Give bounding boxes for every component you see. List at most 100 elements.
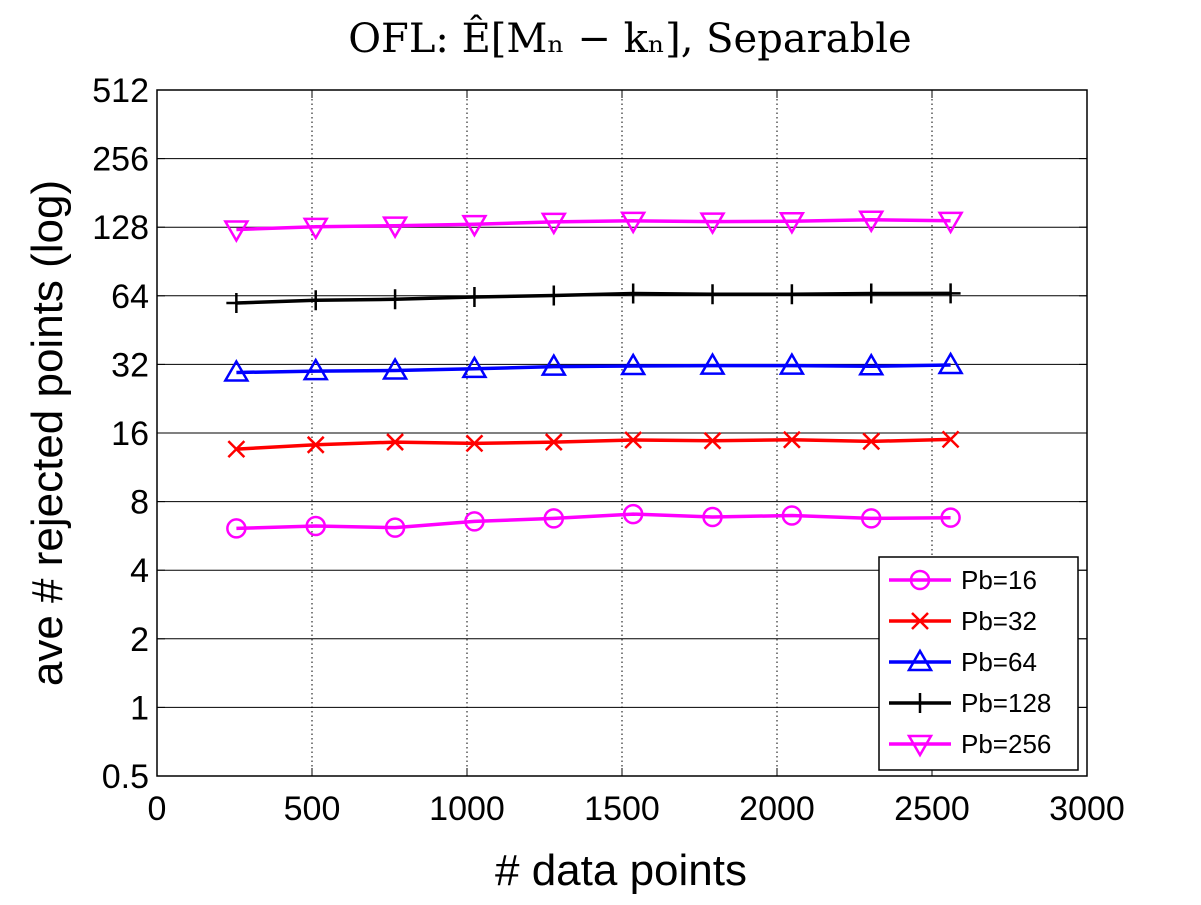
data-point: [386, 433, 404, 451]
x-tick-label: 0: [148, 790, 167, 828]
legend-marker: [911, 612, 929, 630]
data-point: [624, 431, 643, 449]
data-point: [385, 289, 406, 310]
y-axis-label: ave # rejected points (log): [23, 180, 72, 686]
legend-item-pb-256: Pb=256: [889, 729, 1051, 759]
x-axis-label: # data points: [495, 846, 747, 895]
y-tick-label: 2: [130, 621, 149, 659]
data-point: [778, 352, 806, 375]
series-pb-256: [223, 210, 964, 244]
data-point: [223, 220, 250, 244]
y-tick-label: 64: [111, 278, 149, 316]
legend-label: Pb=64: [961, 647, 1037, 677]
legend-item-pb-32: Pb=32: [889, 606, 1037, 636]
data-point: [941, 430, 960, 449]
data-point: [543, 285, 564, 306]
legend-marker: [909, 569, 931, 591]
data-point: [461, 214, 488, 238]
data-point: [937, 211, 964, 235]
data-point: [860, 508, 882, 529]
legend-label: Pb=128: [961, 688, 1051, 718]
legend-label: Pb=256: [961, 729, 1051, 759]
data-point: [862, 432, 881, 451]
y-tick-label: 8: [130, 484, 149, 522]
data-point: [781, 505, 803, 526]
data-point: [543, 508, 565, 529]
x-tick-label: 2500: [894, 790, 970, 828]
y-tick-label: 4: [130, 552, 149, 590]
data-point: [622, 503, 644, 525]
data-point: [227, 440, 246, 458]
data-point: [226, 518, 247, 539]
y-tick-label: 256: [92, 141, 149, 179]
data-point: [305, 290, 326, 311]
data-point: [540, 353, 567, 376]
data-point: [937, 351, 964, 375]
data-point: [940, 283, 961, 304]
series-pb-128: [226, 283, 961, 314]
data-point: [703, 431, 722, 450]
series-line: [236, 291, 951, 305]
x-tick-label: 1500: [584, 790, 660, 828]
data-point: [306, 435, 325, 454]
data-point: [461, 355, 488, 379]
data-point: [778, 211, 806, 235]
series-pb-32: [227, 430, 960, 458]
data-point: [619, 211, 647, 235]
data-point: [464, 511, 485, 532]
y-tick-label: 128: [92, 209, 149, 247]
legend-marker: [906, 648, 934, 672]
legend-item-pb-16: Pb=16: [889, 565, 1037, 595]
series-line: [236, 437, 951, 451]
data-point: [465, 434, 484, 453]
data-point: [858, 352, 885, 376]
data-point: [302, 217, 329, 241]
data-point: [305, 515, 326, 537]
series-pb-64: [223, 351, 964, 382]
series-layer: [223, 210, 964, 539]
data-point: [384, 517, 406, 538]
data-point: [782, 430, 801, 449]
data-point: [858, 210, 885, 234]
legend: Pb=16 Pb=32 Pb=64 Pb=128 Pb=256: [878, 556, 1079, 771]
data-point: [223, 358, 250, 382]
x-tick-label: 3000: [1049, 790, 1125, 828]
legend-label: Pb=16: [961, 565, 1037, 595]
y-tick-label: 512: [92, 72, 149, 110]
data-point: [699, 352, 726, 375]
data-point: [302, 357, 329, 381]
y-tick-label: 1: [130, 689, 149, 727]
y-tick-label: 0.5: [102, 758, 149, 796]
data-point: [702, 284, 723, 305]
data-point: [861, 283, 882, 304]
ticks: 0 500 1000 1500 2000 2500 3000 0.5 1 2 4 8 16 32 64 128…: [92, 72, 1125, 828]
data-point: [540, 212, 567, 236]
x-tick-label: 1000: [429, 790, 505, 828]
x-tick-label: 500: [284, 790, 341, 828]
data-point: [781, 284, 802, 305]
x-tick-label: 2000: [739, 790, 815, 828]
data-point: [226, 293, 247, 314]
series-line: [236, 512, 951, 531]
data-point: [623, 283, 644, 304]
legend-marker: [906, 734, 934, 758]
data-point: [619, 352, 647, 376]
legend-item-pb-128: Pb=128: [889, 688, 1051, 718]
series-pb-16: [226, 503, 961, 539]
data-point: [381, 216, 409, 240]
y-tick-label: 16: [111, 415, 149, 453]
data-point: [381, 356, 409, 380]
series-line: [236, 218, 951, 232]
legend-marker: [910, 693, 930, 713]
legend-label: Pb=32: [961, 606, 1037, 636]
data-point: [699, 212, 726, 236]
chart-title: OFL: Ê[Mₙ − kₙ], Separable: [348, 15, 911, 62]
data-point: [702, 506, 723, 528]
data-point: [544, 433, 563, 451]
data-point: [940, 507, 961, 528]
legend-item-pb-64: Pb=64: [889, 647, 1037, 677]
data-point: [464, 287, 485, 308]
series-line: [236, 363, 951, 375]
